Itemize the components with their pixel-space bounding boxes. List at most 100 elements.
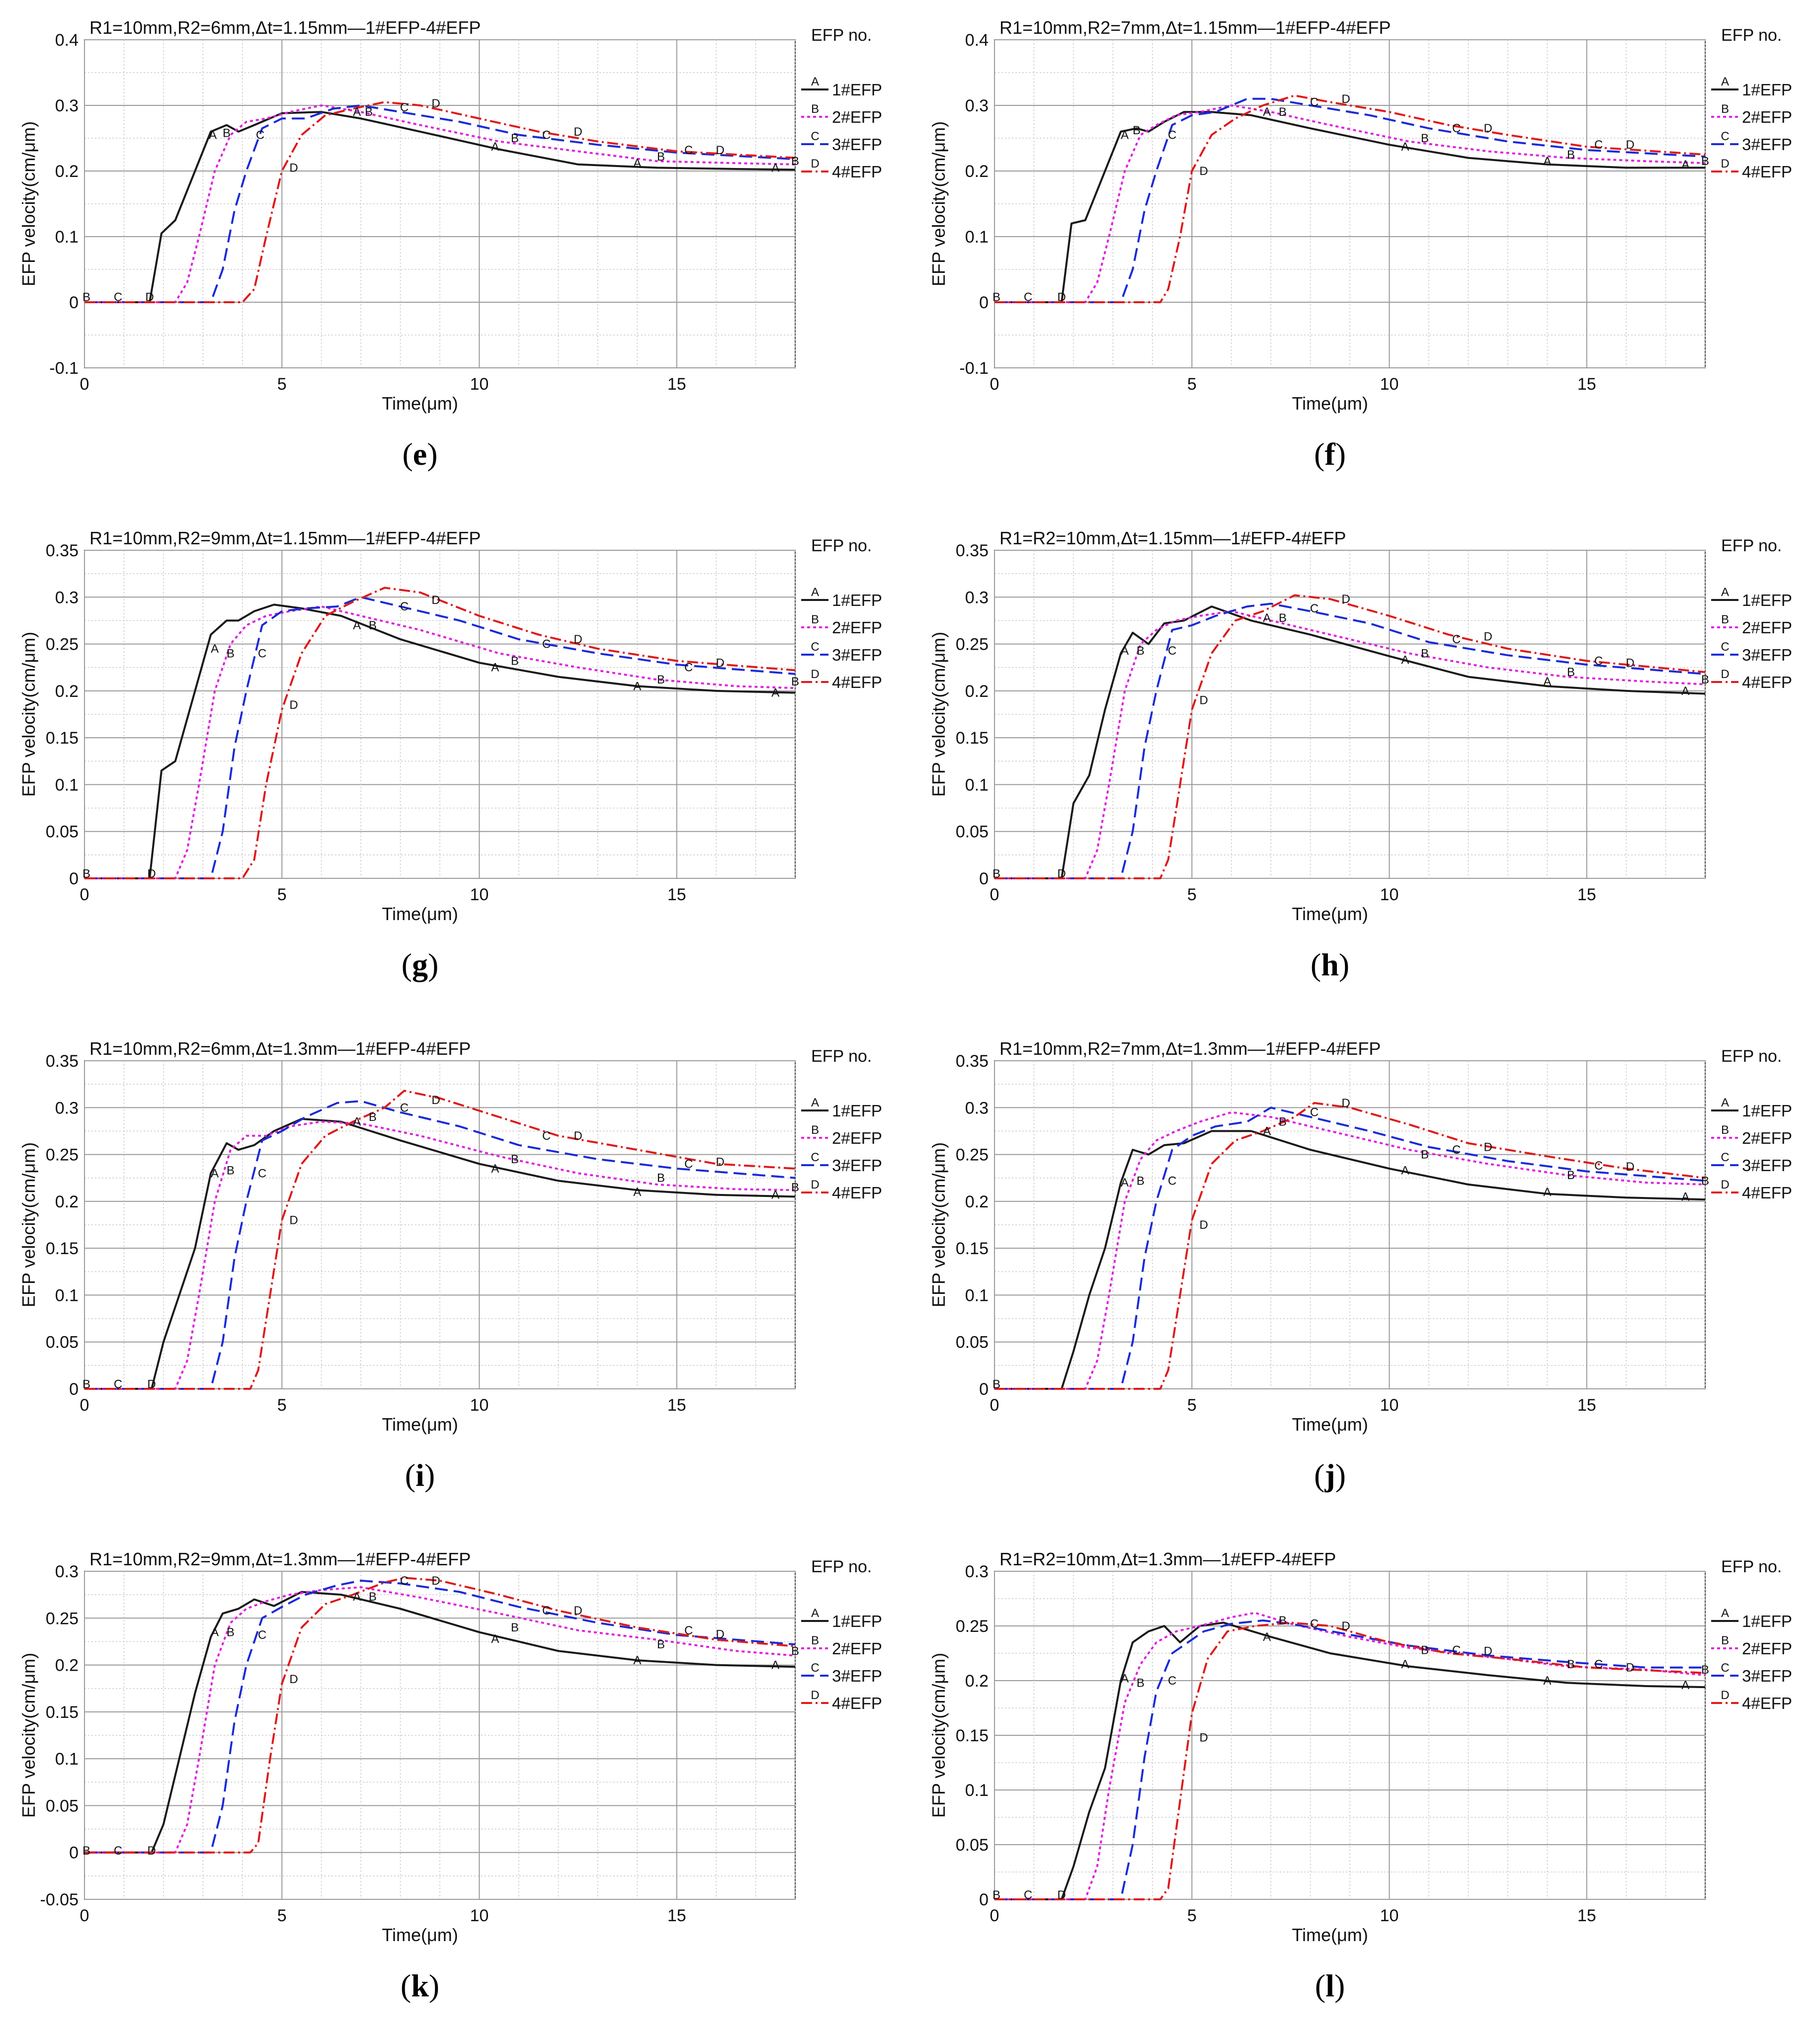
y-tick-label: 0.35 <box>46 1052 79 1071</box>
series-marker-C: C <box>400 101 409 114</box>
chart-title: R1=R2=10mm,Δt=1.3mm—1#EFP-4#EFP <box>999 1549 1336 1569</box>
series-line-4#EFP <box>84 587 796 879</box>
y-axis-label: EFP velocity(cm/μm) <box>18 632 39 797</box>
panel-label: (k) <box>401 1968 439 2003</box>
x-tick-label: 5 <box>1187 885 1197 904</box>
series-marker-D: D <box>1057 867 1066 881</box>
series-marker-B: B <box>791 155 799 168</box>
series-marker-A: A <box>1401 654 1409 667</box>
chart-panel-l: 0 0.05 0.1 0.15 0.2 0.25 0.3 0 5 10 15 Time(μm) EFP … <box>910 1532 1820 2042</box>
y-tick-label: 0.4 <box>965 31 989 50</box>
y-tick-label: 0.05 <box>46 1333 79 1352</box>
y-tick-label: 0.3 <box>55 1099 79 1117</box>
series-marker-A: A <box>211 642 219 656</box>
series-marker-A: A <box>209 128 217 142</box>
series-marker-B: B <box>657 1172 665 1185</box>
series-marker-B: B <box>1137 1676 1145 1690</box>
series-marker-B: B <box>83 867 90 881</box>
series-marker-A: A <box>1681 684 1689 698</box>
y-tick-label: 0.2 <box>55 1192 79 1211</box>
series-marker-B: B <box>1567 1169 1575 1182</box>
x-axis-label: Time(μm) <box>1292 1925 1368 1945</box>
series-marker-B: B <box>1279 1614 1287 1627</box>
series-marker-A: A <box>1543 155 1551 168</box>
series-marker-A: A <box>1263 1124 1271 1138</box>
legend-marker: A <box>1721 1096 1729 1109</box>
series-line-4#EFP <box>994 1621 1706 1900</box>
series-marker-B: B <box>227 1164 235 1178</box>
series-line-3#EFP <box>84 1579 796 1854</box>
chart-svg-g: 0 0.05 0.1 0.15 0.2 0.25 0.3 0.35 0 5 10 15 Time(μm)… <box>18 528 882 982</box>
legend-label: 1#EFP <box>1742 1612 1792 1630</box>
legend-marker: D <box>811 157 819 170</box>
series-marker-A: A <box>1543 1186 1551 1199</box>
chart-panel-h: 0 0.05 0.1 0.15 0.2 0.25 0.3 0.35 0 5 10 15 Time(μm)… <box>910 510 1820 1021</box>
series-marker-C: C <box>1594 655 1603 668</box>
series-marker-D: D <box>147 867 156 881</box>
legend-title: EFP no. <box>1721 1557 1782 1576</box>
y-tick-label: 0.35 <box>46 541 79 560</box>
series-marker-C: C <box>1168 1174 1176 1188</box>
series-marker-B: B <box>1567 148 1575 162</box>
series-marker-A: A <box>1121 1672 1129 1686</box>
series-line-3#EFP <box>994 1619 1705 1900</box>
legend-marker: A <box>1721 75 1729 88</box>
panel-label: (g) <box>402 947 439 982</box>
y-tick-label: 0.25 <box>956 1617 989 1636</box>
legend-title: EFP no. <box>811 1557 872 1576</box>
legend-label: 2#EFP <box>1742 1639 1792 1658</box>
legend-marker: B <box>1721 1634 1729 1647</box>
series-marker-B: B <box>791 1644 799 1658</box>
grid <box>84 550 796 879</box>
y-tick-label: 0 <box>69 1380 79 1399</box>
y-tick-label: 0.35 <box>956 1052 989 1071</box>
x-axis-label: Time(μm) <box>1292 393 1368 414</box>
chart-title: R1=10mm,R2=9mm,Δt=1.15mm—1#EFP-4#EFP <box>89 528 481 548</box>
y-tick-label: 0.4 <box>55 31 79 50</box>
y-tick-label: 0.05 <box>46 823 79 842</box>
y-tick-label: 0.2 <box>965 1672 989 1691</box>
y-tick-label: 0 <box>979 1890 989 1909</box>
series-marker-B: B <box>365 105 373 119</box>
series-marker-D: D <box>147 1844 156 1858</box>
legend-marker: A <box>811 1096 819 1109</box>
x-tick-label: 10 <box>470 375 489 394</box>
series-marker-D: D <box>1626 1661 1634 1675</box>
series-marker-A: A <box>353 105 361 119</box>
series-line-4#EFP <box>994 1102 1706 1390</box>
panel-label: (e) <box>402 436 437 472</box>
series-marker-C: C <box>1594 1658 1603 1671</box>
series-marker-B: B <box>511 1153 519 1166</box>
series-marker-C: C <box>1310 95 1319 109</box>
y-tick-label: 0.3 <box>965 1099 989 1117</box>
series-line-1#EFP <box>994 1621 1706 1900</box>
legend-marker: C <box>811 1151 819 1164</box>
series-line-3#EFP <box>994 1106 1706 1390</box>
legend-title: EFP no. <box>1721 536 1782 555</box>
legend-title: EFP no. <box>811 536 872 555</box>
y-tick-label: 0.35 <box>956 541 989 560</box>
legend-marker: C <box>811 1661 819 1675</box>
series-marker-D: D <box>716 656 724 670</box>
y-tick-label: 0.25 <box>956 1146 989 1165</box>
x-tick-label: 5 <box>1187 375 1197 394</box>
x-tick-label: 15 <box>1577 885 1596 904</box>
legend-title: EFP no. <box>811 26 872 45</box>
series-marker-D: D <box>1484 630 1492 643</box>
x-axis-label: Time(μm) <box>382 1925 458 1945</box>
chart-title: R1=10mm,R2=9mm,Δt=1.3mm—1#EFP-4#EFP <box>89 1549 471 1569</box>
series-marker-A: A <box>211 1167 219 1180</box>
legend-label: 4#EFP <box>1742 673 1792 691</box>
x-tick-label: 5 <box>1187 1906 1197 1925</box>
x-tick-label: 0 <box>80 1906 89 1925</box>
series-marker-D: D <box>1626 1160 1634 1174</box>
legend-marker: D <box>1721 157 1729 170</box>
y-tick-label: 0 <box>979 293 989 312</box>
series-marker-D: D <box>431 1574 440 1588</box>
series-marker-D: D <box>1057 1888 1066 1902</box>
chart-panel-f: -0.1 0 0.1 0.2 0.3 0.4 0 5 10 15 Time(μm) EFP veloc… <box>910 0 1820 510</box>
series-marker-B: B <box>1421 132 1429 145</box>
series-line-2#EFP <box>994 1111 1706 1390</box>
series-marker-B: B <box>657 150 665 164</box>
